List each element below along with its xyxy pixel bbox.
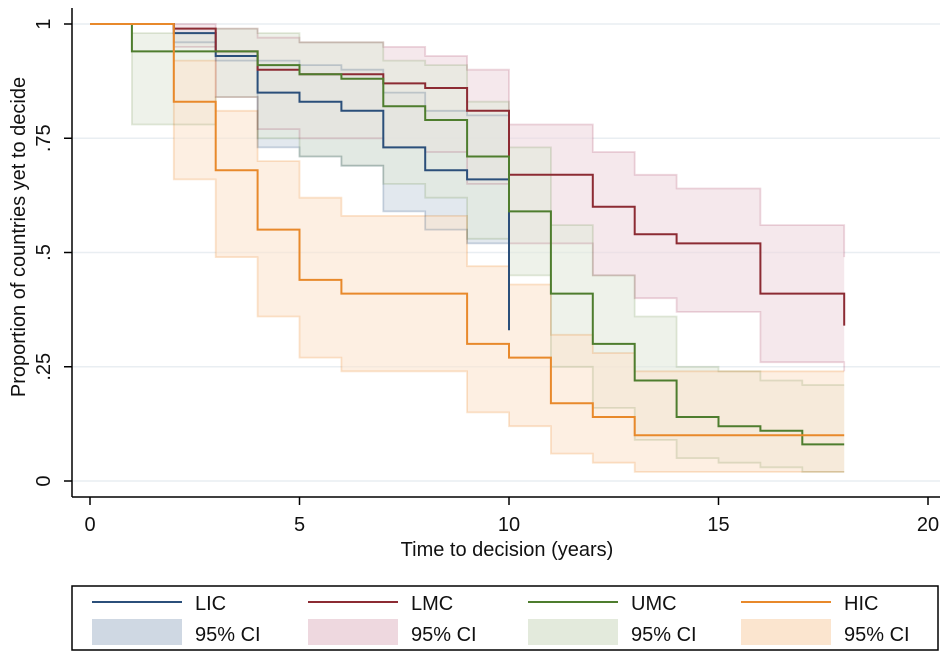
- hic-ci-legend-label: 95% CI: [844, 624, 910, 646]
- y-tick-label: 0: [33, 475, 55, 486]
- hic-survival-line: [90, 23, 845, 437]
- x-tick-label: 0: [84, 514, 95, 536]
- umc-ci-legend-label: 95% CI: [631, 624, 697, 646]
- x-tick-label: 5: [294, 514, 305, 536]
- x-tick-label: 10: [498, 514, 520, 536]
- y-axis-ticks: 0 .25 .5 .75 1: [33, 18, 72, 487]
- umc-legend-label: UMC: [631, 593, 677, 615]
- survival-curves: [90, 23, 846, 446]
- lmc-ci-legend-label: 95% CI: [411, 624, 477, 646]
- x-tick-label: 20: [917, 514, 939, 536]
- hic-legend-label: HIC: [844, 593, 878, 615]
- umc-ci-upper-edge: [90, 23, 845, 386]
- legend: LIC 95% CI LMC 95% CI UMC 95% CI HIC 95% CI: [71, 585, 939, 651]
- hic-ci-legend-swatch: [741, 619, 831, 645]
- lic-legend-label: LIC: [195, 593, 226, 615]
- y-tick-label: .75: [33, 124, 55, 152]
- x-axis-title: Time to decision (years): [401, 539, 614, 561]
- y-tick-label: 1: [33, 18, 55, 29]
- y-axis-title: Proportion of countries yet to decide: [8, 77, 30, 397]
- umc-survival-line: [90, 23, 845, 446]
- lmc-ci-legend-swatch: [308, 619, 398, 645]
- hic-ci-lower-edge: [90, 23, 845, 473]
- lmc-legend-label: LMC: [411, 593, 453, 615]
- axes: 0 5 10 15 20 0 .25 .5 .75 1: [33, 8, 940, 536]
- lic-ci-legend-swatch: [92, 619, 182, 645]
- x-tick-label: 15: [707, 514, 729, 536]
- umc-ci-band: [90, 24, 845, 472]
- y-tick-label: .25: [33, 353, 55, 381]
- x-axis-ticks: 0 5 10 15 20: [84, 497, 939, 536]
- umc-ci-legend-swatch: [528, 619, 618, 645]
- y-tick-label: .5: [33, 244, 55, 261]
- lic-ci-legend-label: 95% CI: [195, 624, 261, 646]
